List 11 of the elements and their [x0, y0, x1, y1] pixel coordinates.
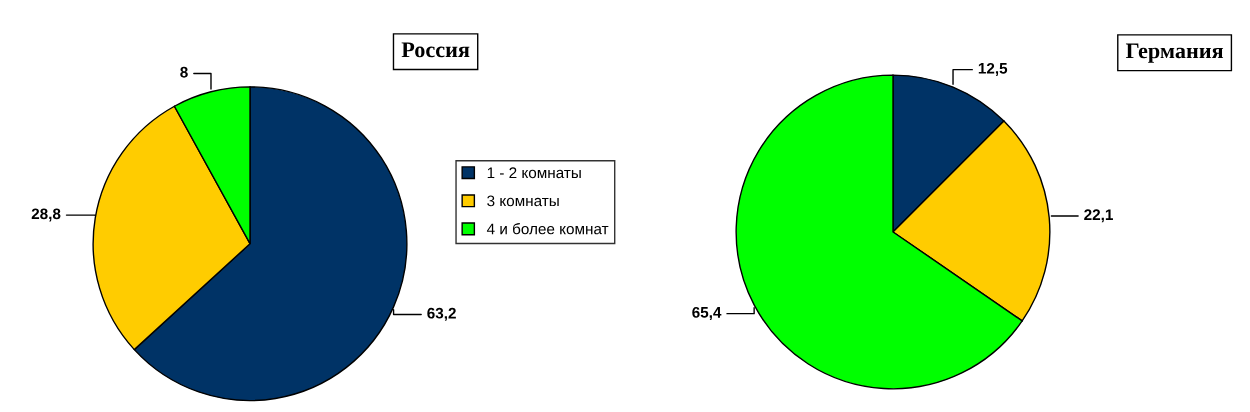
data-label: 65,4: [692, 306, 722, 320]
data-label: 8: [180, 66, 188, 78]
legend-label: 3 комнаты: [487, 195, 559, 207]
legend-label: 4 и более комнат: [486, 222, 609, 235]
data-label: 63,2: [427, 307, 456, 321]
text: Германия: [1125, 43, 1224, 63]
data-label: 22,1: [1084, 209, 1113, 223]
data-label: 12,5: [978, 62, 1008, 76]
legend-label: 1 - 2 комнаты: [487, 167, 581, 179]
data-label: 28,8: [31, 208, 61, 222]
chart-title: Россия: [401, 42, 470, 58]
